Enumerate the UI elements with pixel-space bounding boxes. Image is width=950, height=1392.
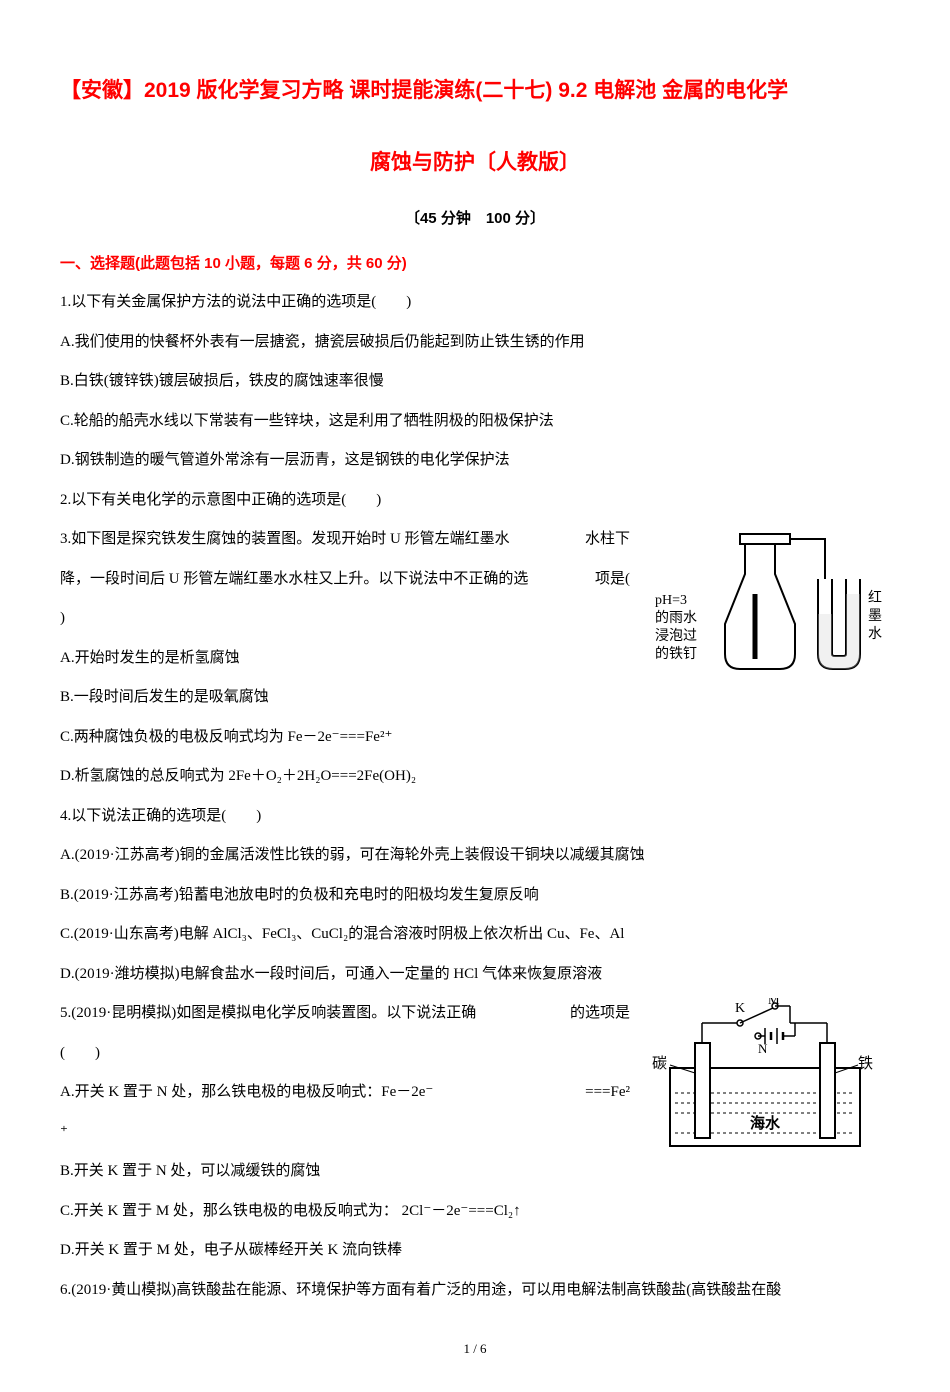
q5-a1: A.开关 K 置于 N 处，那么铁电极的电极反响式：Fe－2e⁻ (60, 1084, 433, 1100)
q4-option-a: A.(2019·江苏高考)铜的金属活泼性比铁的弱，可在海轮外壳上装假设干铜块以减… (60, 840, 890, 872)
q5-option-d: D.开关 K 置于 M 处，电子从碳棒经开关 K 流向铁棒 (60, 1235, 890, 1267)
q5-a2: ===Fe² (585, 1077, 630, 1109)
fig-label-nail: 的铁钉 (655, 646, 697, 662)
section-header: 一、选择题(此题包括 10 小题，每题 6 分，共 60 分) (60, 249, 890, 279)
q3-option-c: C.两种腐蚀负极的电极反响式均为 Fe－2e⁻===Fe²⁺ (60, 722, 890, 754)
fig-label-red: 红 (868, 590, 882, 606)
u-tube-diagram: pH=3 的雨水 浸泡过 的铁钉 红 墨 水 (650, 524, 890, 679)
page-footer: 1 / 6 (60, 1336, 890, 1362)
q4-option-b: B.(2019·江苏高考)铅蓄电池放电时的负极和充电时的阳极均发生复原反响 (60, 880, 890, 912)
question-2: 2.以下有关电化学的示意图中正确的选项是( ) (60, 485, 890, 517)
q5-option-b: B.开关 K 置于 N 处，可以减缓铁的腐蚀 (60, 1156, 890, 1188)
q5-option-c: C.开关 K 置于 M 处，那么铁电极的电极反响式为： 2Cl⁻－2e⁻===C… (60, 1196, 890, 1228)
fig-m-label: M (768, 998, 780, 1007)
question-6: 6.(2019·黄山模拟)高铁酸盐在能源、环境保护等方面有着广泛的用途，可以用电… (60, 1275, 890, 1307)
q5-text2: 的选项是 (570, 998, 630, 1030)
time-score: 〔45 分钟 100 分〕 (60, 204, 890, 234)
question-4: 4.以下说法正确的选项是( ) (60, 801, 890, 833)
q4-option-d: D.(2019·潍坊模拟)电解食盐水一段时间后，可通入一定量的 HCl 气体来恢… (60, 959, 890, 991)
q3-option-b: B.一段时间后发生的是吸氧腐蚀 (60, 682, 890, 714)
q1-option-c: C.轮船的船壳水线以下常装有一些锌块，这是利用了牺牲阴极的阳极保护法 (60, 406, 890, 438)
q3-text4: 项是( (595, 564, 630, 596)
fig-seawater-label: 海水 (750, 1114, 781, 1132)
question-3-block: pH=3 的雨水 浸泡过 的铁钉 红 墨 水 3.如下图是探究铁发生腐蚀的装置图… (60, 524, 890, 714)
q5-text1: 5.(2019·昆明模拟)如图是模拟电化学反响装置图。以下说法正确 (60, 1005, 476, 1021)
fig-n-label: N (758, 1041, 768, 1056)
fig-iron-label: 铁 (858, 1055, 873, 1072)
q1-option-a: A.我们使用的快餐杯外表有一层搪瓷，搪瓷层破损后仍能起到防止铁生锈的作用 (60, 327, 890, 359)
fig-label-ink: 墨 (868, 609, 882, 624)
electrochemistry-diagram: K M N 碳 铁 海水 (640, 998, 885, 1153)
fig-label-water: 水 (868, 626, 882, 642)
fig-k-label: K (735, 1001, 745, 1016)
fig-label-ph: pH=3 (655, 593, 687, 608)
q1-option-b: B.白铁(镀锌铁)镀层破损后，铁皮的腐蚀速率很慢 (60, 366, 890, 398)
question-5-block: K M N 碳 铁 海水 5.(2019·昆明模拟)如图是模拟电化学反响装置图。… (60, 998, 890, 1188)
main-title: 【安徽】2019 版化学复习方略 课时提能演练(二十七) 9.2 电解池 金属的… (60, 70, 890, 112)
fig-carbon-label: 碳 (652, 1055, 667, 1072)
sub-title: 腐蚀与防护〔人教版〕 (60, 142, 890, 184)
q4-option-c: C.(2019·山东高考)电解 AlCl₃、FeCl₃、CuCl₂的混合溶液时阴… (60, 919, 890, 951)
q3-option-d: D.析氢腐蚀的总反响式为 2Fe＋O₂＋2H₂O===2Fe(OH)₂ (60, 761, 890, 793)
q3-text1: 3.如下图是探究铁发生腐蚀的装置图。发现开始时 U 形管左端红墨水 (60, 531, 510, 547)
q3-text3: 降，一段时间后 U 形管左端红墨水水柱又上升。以下说法中不正确的选 (60, 571, 528, 587)
fig-label-soak: 浸泡过 (655, 628, 697, 644)
fig-label-rain: 的雨水 (655, 610, 697, 626)
q1-option-d: D.钢铁制造的暖气管道外常涂有一层沥青，这是钢铁的电化学保护法 (60, 445, 890, 477)
question-1: 1.以下有关金属保护方法的说法中正确的选项是( ) (60, 287, 890, 319)
q3-text2: 水柱下 (585, 524, 630, 556)
document-page: 【安徽】2019 版化学复习方略 课时提能演练(二十七) 9.2 电解池 金属的… (60, 70, 890, 1362)
